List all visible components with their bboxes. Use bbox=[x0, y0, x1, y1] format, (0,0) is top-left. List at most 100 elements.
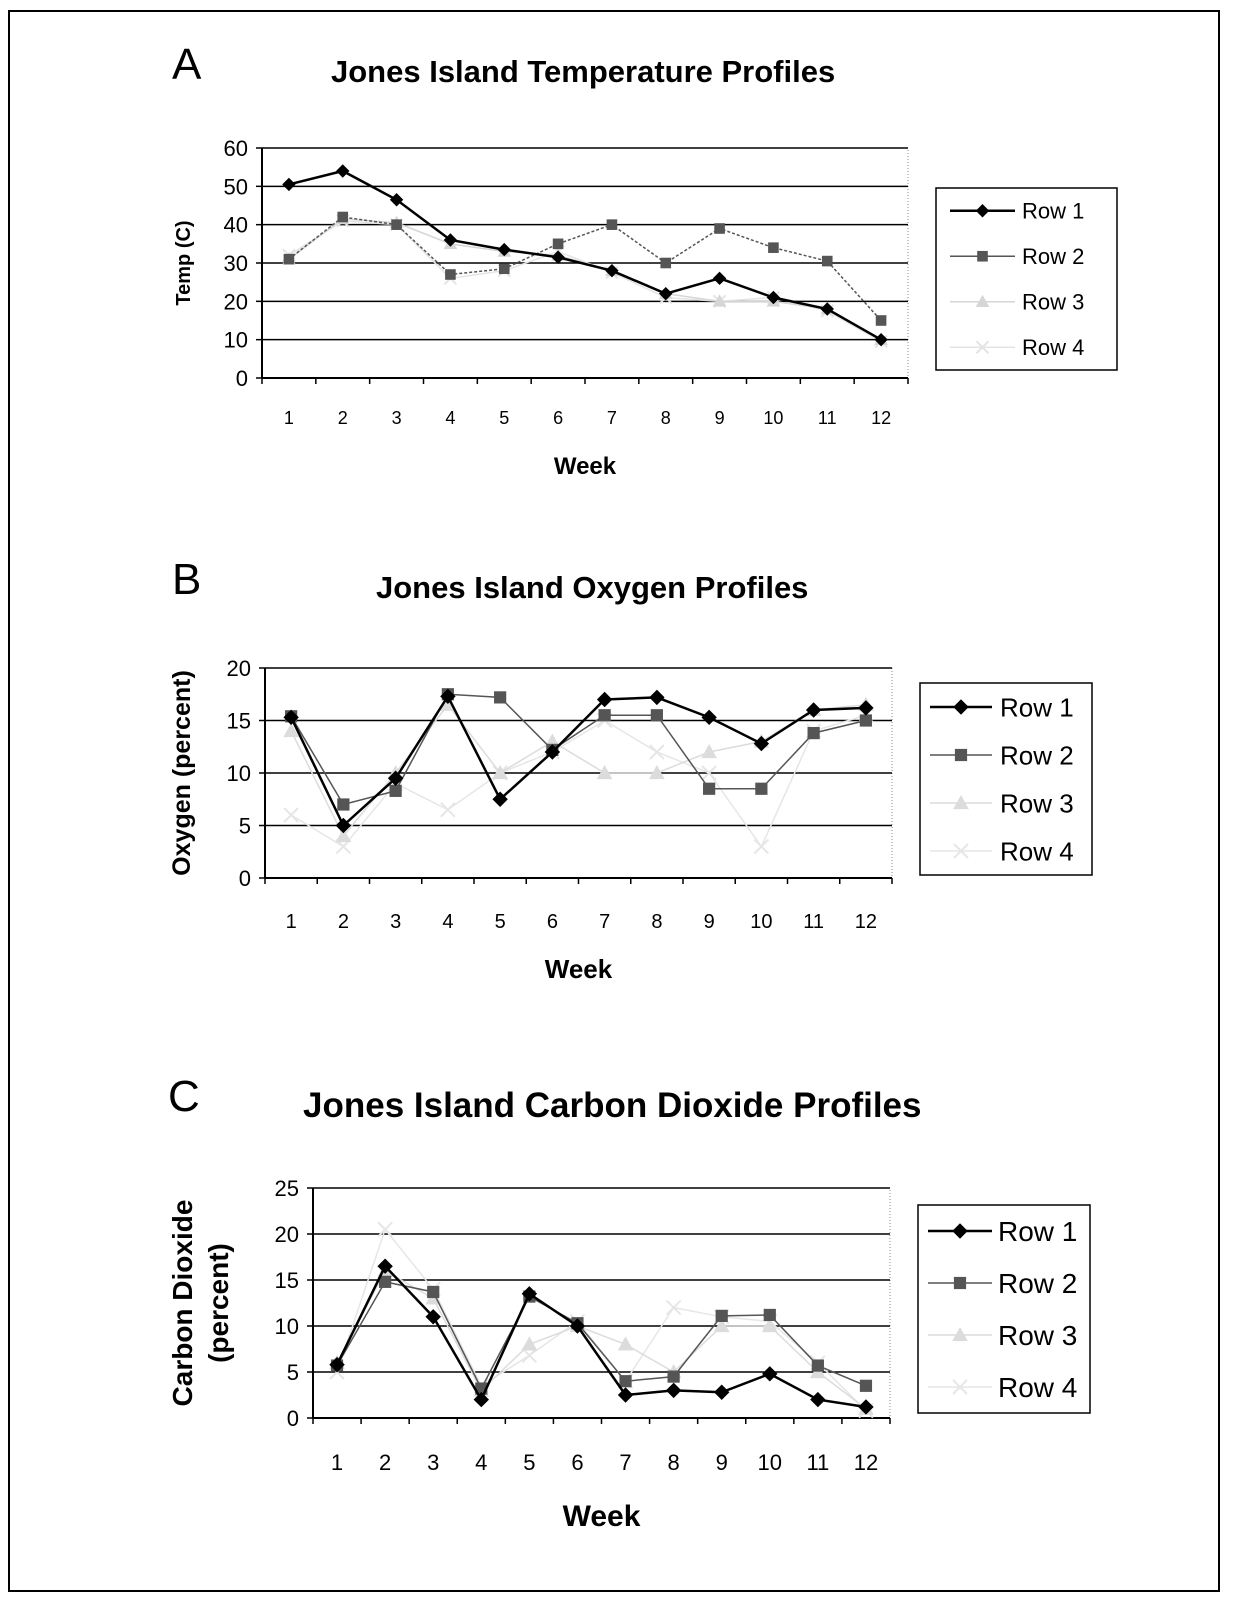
data-point bbox=[810, 1391, 826, 1408]
data-point bbox=[606, 219, 618, 230]
y-tick-label: 0 bbox=[239, 866, 251, 891]
legend-item-row-3: Row 3 bbox=[950, 290, 1084, 315]
legend-marker bbox=[953, 843, 969, 859]
legend-item-row-4: Row 4 bbox=[950, 335, 1084, 360]
legend-marker bbox=[953, 794, 969, 810]
series-line bbox=[336, 1280, 867, 1391]
data-point bbox=[377, 1221, 393, 1238]
data-point bbox=[659, 286, 673, 301]
legend-item-row-1: Row 1 bbox=[930, 692, 1074, 722]
plot-area bbox=[312, 1187, 891, 1419]
legend-label: Row 3 bbox=[998, 1320, 1077, 1351]
x-tick-label: 4 bbox=[475, 1450, 487, 1475]
x-tick-label: 8 bbox=[651, 911, 662, 933]
series-line bbox=[290, 703, 866, 838]
y-tick-label: 30 bbox=[224, 251, 248, 276]
data-point bbox=[714, 1384, 730, 1400]
data-point bbox=[569, 1318, 586, 1334]
data-point bbox=[761, 1317, 778, 1333]
legend-label: Row 4 bbox=[1000, 836, 1074, 866]
x-tick-label: 7 bbox=[607, 408, 617, 428]
x-tick-label: 3 bbox=[390, 911, 401, 933]
data-point bbox=[521, 1286, 538, 1302]
legend-item-row-4: Row 4 bbox=[928, 1372, 1077, 1403]
data-point bbox=[617, 1336, 634, 1351]
data-point bbox=[283, 722, 299, 738]
x-tick-label: 3 bbox=[392, 408, 402, 428]
series-line bbox=[288, 218, 882, 341]
y-tick-label: 40 bbox=[224, 213, 248, 238]
data-point bbox=[753, 735, 770, 752]
data-point bbox=[283, 709, 299, 726]
data-point bbox=[703, 782, 716, 795]
x-tick-label: 7 bbox=[599, 911, 610, 933]
series-line bbox=[335, 1264, 867, 1409]
x-tick-label: 12 bbox=[871, 408, 891, 428]
data-point bbox=[820, 302, 834, 316]
data-point bbox=[701, 743, 717, 759]
data-point bbox=[875, 315, 887, 326]
x-tick-label: 5 bbox=[499, 408, 509, 428]
legend-item-row-1: Row 1 bbox=[950, 199, 1084, 224]
legend-item-row-2: Row 2 bbox=[930, 740, 1074, 770]
panel-label-a: A bbox=[172, 40, 202, 89]
data-point bbox=[701, 765, 717, 781]
legend-item-row-2: Row 2 bbox=[950, 244, 1084, 269]
data-point bbox=[379, 1275, 392, 1288]
data-point bbox=[335, 817, 352, 834]
x-tick-label: 10 bbox=[758, 1450, 782, 1475]
y-tick-label: 5 bbox=[239, 814, 251, 839]
data-point bbox=[821, 255, 833, 267]
data-point bbox=[389, 784, 402, 797]
data-point bbox=[473, 1391, 489, 1408]
x-tick-label: 4 bbox=[442, 911, 453, 933]
data-point bbox=[714, 223, 725, 234]
data-point bbox=[617, 1387, 634, 1403]
legend-item-row-2: Row 2 bbox=[928, 1268, 1077, 1299]
legend: Row 1 Row 2 Row 3 Row 4 bbox=[935, 187, 1118, 371]
y-axis-label: (percent) bbox=[203, 1243, 234, 1363]
data-point bbox=[807, 727, 820, 740]
y-axis-label: Carbon Dioxide bbox=[167, 1200, 198, 1407]
data-point bbox=[552, 238, 564, 250]
x-tick-label: 9 bbox=[704, 911, 715, 933]
data-point bbox=[282, 177, 296, 192]
data-point bbox=[497, 242, 511, 257]
chart-title-oxygen: Jones Island Oxygen Profiles bbox=[376, 570, 809, 605]
series-row-3 bbox=[282, 211, 888, 345]
data-point bbox=[660, 257, 672, 269]
data-point bbox=[427, 1285, 440, 1299]
legend-marker bbox=[952, 1326, 968, 1342]
x-tick-label: 5 bbox=[523, 1450, 535, 1475]
data-point bbox=[858, 700, 874, 716]
data-point bbox=[335, 827, 352, 843]
data-point bbox=[649, 744, 665, 760]
series-line bbox=[336, 1269, 867, 1410]
x-tick-label: 9 bbox=[715, 408, 725, 428]
data-point bbox=[753, 838, 770, 855]
series-row-1 bbox=[329, 1258, 874, 1415]
x-axis-label: Week bbox=[554, 453, 617, 480]
legend-marker bbox=[977, 250, 988, 262]
series-row-3 bbox=[329, 1262, 874, 1415]
y-tick-label: 50 bbox=[224, 174, 248, 199]
y-tick-label: 25 bbox=[275, 1176, 299, 1201]
data-point bbox=[650, 709, 663, 722]
panel-label-b: B bbox=[172, 555, 202, 604]
data-point bbox=[715, 1309, 728, 1322]
data-point bbox=[859, 714, 872, 727]
data-point bbox=[762, 1366, 778, 1382]
legend-marker bbox=[953, 699, 969, 715]
data-point bbox=[445, 269, 456, 280]
x-tick-label: 2 bbox=[338, 408, 348, 428]
x-axis-label: Week bbox=[545, 954, 613, 984]
data-point bbox=[858, 1399, 874, 1415]
legend-label: Row 1 bbox=[998, 1216, 1077, 1247]
x-tick-label: 12 bbox=[855, 911, 877, 933]
y-tick-label: 15 bbox=[227, 709, 251, 734]
data-point bbox=[377, 1258, 393, 1274]
data-point bbox=[544, 744, 561, 760]
